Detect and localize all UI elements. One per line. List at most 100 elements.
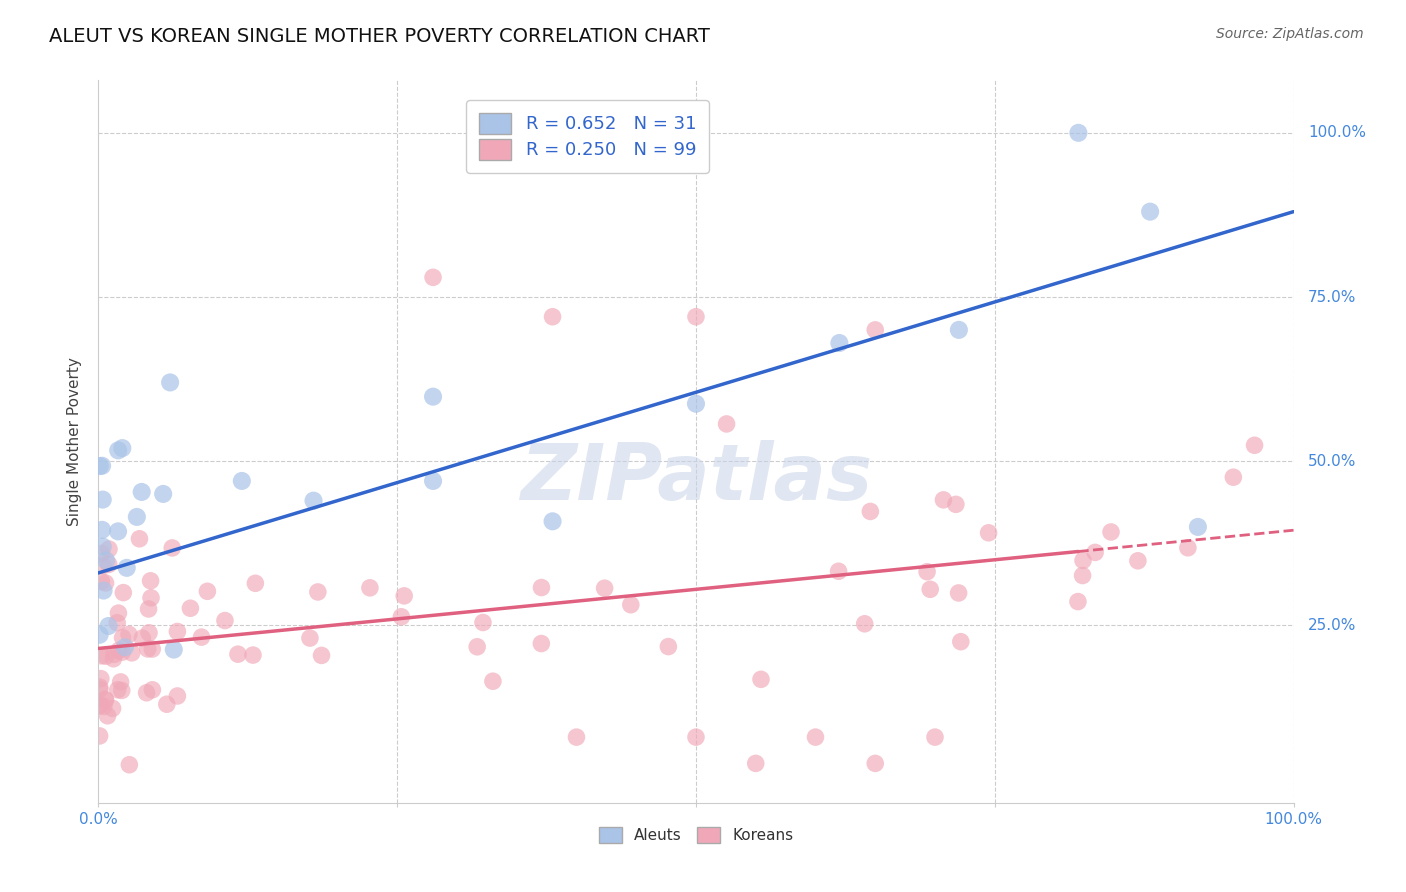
Point bbox=[107, 443, 129, 458]
Point bbox=[1071, 568, 1094, 582]
Point bbox=[977, 525, 1000, 540]
Point bbox=[530, 636, 553, 650]
Point bbox=[593, 581, 616, 595]
Point bbox=[865, 756, 887, 771]
Point bbox=[197, 584, 219, 599]
Point bbox=[131, 485, 153, 500]
Point bbox=[91, 540, 114, 554]
Point bbox=[97, 708, 120, 723]
Point bbox=[716, 417, 738, 431]
Point bbox=[139, 591, 162, 605]
Point bbox=[1126, 554, 1149, 568]
Point bbox=[105, 615, 128, 630]
Point bbox=[1067, 594, 1090, 608]
Point bbox=[804, 730, 827, 744]
Point bbox=[422, 390, 444, 404]
Point bbox=[91, 558, 114, 573]
Point bbox=[948, 586, 970, 600]
Point bbox=[89, 628, 111, 642]
Point bbox=[685, 397, 707, 411]
Point bbox=[924, 730, 946, 744]
Point bbox=[114, 640, 136, 655]
Text: 50.0%: 50.0% bbox=[1308, 454, 1357, 468]
Text: 75.0%: 75.0% bbox=[1308, 290, 1357, 304]
Point bbox=[89, 680, 111, 694]
Point bbox=[90, 648, 112, 663]
Point bbox=[89, 698, 111, 712]
Point bbox=[530, 581, 553, 595]
Point bbox=[915, 565, 938, 579]
Point bbox=[141, 682, 163, 697]
Point bbox=[589, 126, 612, 140]
Point bbox=[125, 510, 148, 524]
Point bbox=[97, 558, 120, 572]
Point bbox=[97, 619, 120, 633]
Point bbox=[121, 646, 143, 660]
Point bbox=[298, 631, 321, 645]
Point bbox=[422, 270, 444, 285]
Point bbox=[541, 514, 564, 528]
Point bbox=[159, 376, 181, 390]
Point bbox=[93, 583, 115, 598]
Point bbox=[828, 336, 851, 351]
Point bbox=[98, 542, 121, 557]
Point bbox=[139, 574, 162, 588]
Point bbox=[311, 648, 333, 663]
Point bbox=[245, 576, 267, 591]
Text: ALEUT VS KOREAN SINGLE MOTHER POVERTY CORRELATION CHART: ALEUT VS KOREAN SINGLE MOTHER POVERTY CO… bbox=[49, 27, 710, 45]
Point bbox=[90, 574, 112, 589]
Point bbox=[657, 640, 679, 654]
Point bbox=[179, 601, 201, 615]
Point bbox=[103, 648, 125, 662]
Point bbox=[131, 631, 153, 645]
Point bbox=[128, 532, 150, 546]
Point bbox=[101, 701, 124, 715]
Point bbox=[90, 546, 112, 560]
Point bbox=[949, 634, 972, 648]
Point bbox=[565, 730, 588, 744]
Point bbox=[482, 674, 505, 689]
Point bbox=[685, 730, 707, 744]
Point bbox=[118, 757, 141, 772]
Point bbox=[90, 672, 112, 686]
Point bbox=[93, 699, 115, 714]
Point bbox=[302, 493, 325, 508]
Point bbox=[865, 323, 887, 337]
Point bbox=[620, 598, 643, 612]
Point bbox=[307, 585, 329, 599]
Point bbox=[138, 602, 160, 616]
Point bbox=[94, 649, 117, 664]
Point bbox=[111, 631, 134, 645]
Point bbox=[115, 561, 138, 575]
Point bbox=[166, 624, 188, 639]
Point bbox=[1177, 541, 1199, 555]
Point bbox=[422, 474, 444, 488]
Point bbox=[111, 441, 134, 455]
Point bbox=[89, 682, 111, 697]
Point bbox=[1243, 438, 1265, 452]
Point bbox=[1099, 524, 1122, 539]
Point bbox=[107, 682, 129, 697]
Text: ZIPatlas: ZIPatlas bbox=[520, 440, 872, 516]
Point bbox=[138, 625, 160, 640]
Point bbox=[89, 698, 111, 713]
Point bbox=[91, 458, 114, 473]
Text: Source: ZipAtlas.com: Source: ZipAtlas.com bbox=[1216, 27, 1364, 41]
Point bbox=[685, 310, 707, 324]
Point bbox=[136, 641, 159, 656]
Point bbox=[932, 492, 955, 507]
Point bbox=[214, 614, 236, 628]
Point bbox=[107, 606, 129, 620]
Point bbox=[94, 692, 117, 706]
Point bbox=[827, 564, 849, 578]
Point bbox=[1067, 126, 1090, 140]
Point bbox=[160, 541, 183, 555]
Point bbox=[749, 673, 772, 687]
Point bbox=[94, 576, 117, 591]
Point bbox=[226, 647, 249, 661]
Point bbox=[89, 459, 111, 474]
Legend: Aleuts, Koreans: Aleuts, Koreans bbox=[593, 822, 799, 849]
Point bbox=[1071, 553, 1094, 567]
Point bbox=[118, 627, 141, 641]
Point bbox=[231, 474, 253, 488]
